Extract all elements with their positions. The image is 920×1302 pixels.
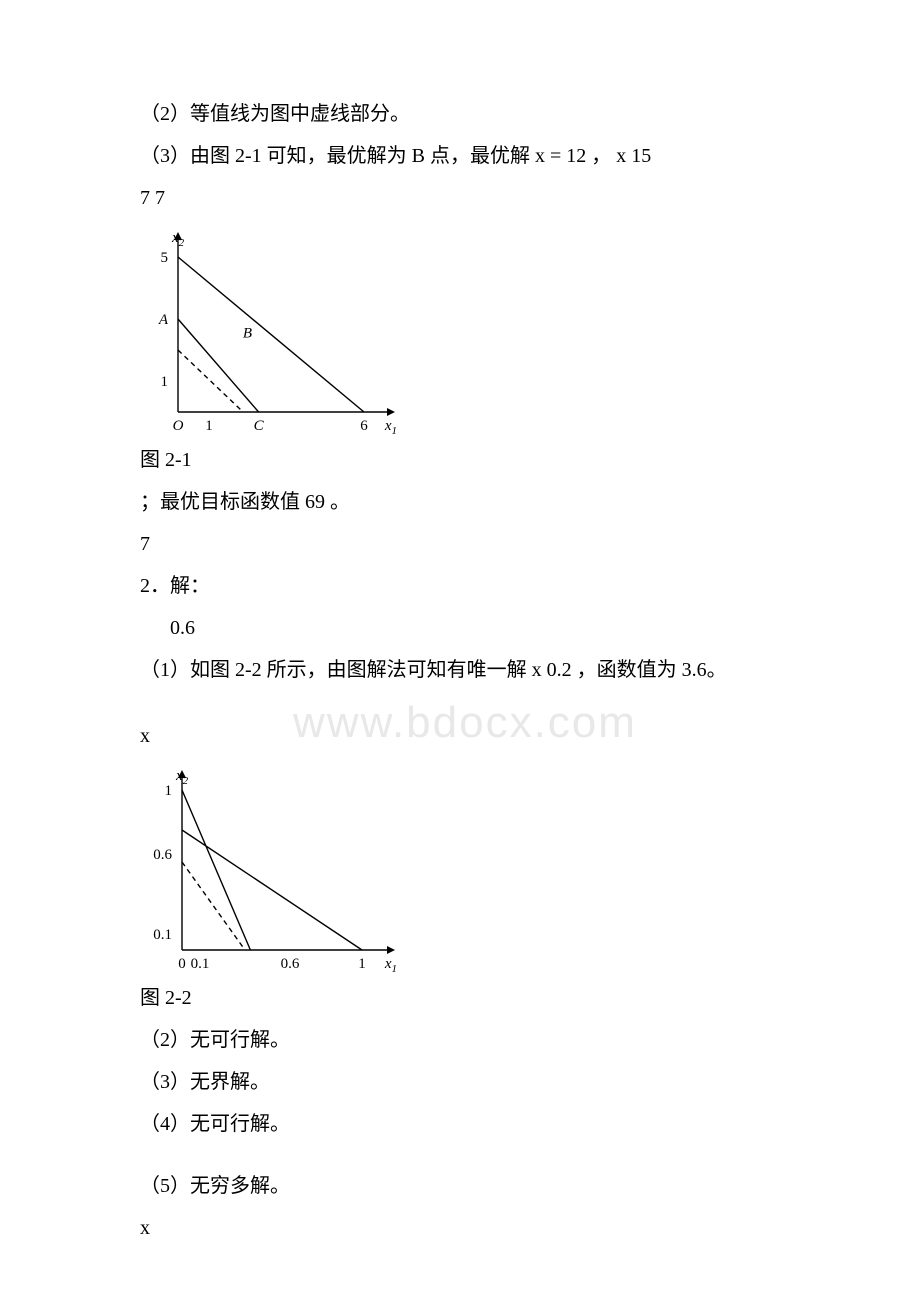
svg-text:0.1: 0.1 — [191, 956, 210, 972]
figure-2-1: 1 5 A O 1 6 C Bx2 x1 — [140, 226, 790, 436]
svg-text:C: C — [254, 418, 265, 434]
svg-text:1: 1 — [205, 418, 213, 434]
para-9: x — [140, 722, 790, 750]
para-7: 0.6 — [170, 614, 790, 642]
svg-text:A: A — [158, 312, 169, 328]
para-10: （2）无可行解。 — [140, 1026, 790, 1054]
svg-text:1: 1 — [165, 783, 173, 799]
svg-text:0.6: 0.6 — [153, 847, 172, 863]
para-11: （3）无界解。 — [140, 1068, 790, 1096]
para-3b: 7 7 — [140, 184, 790, 212]
para-8: （1）如图 2-2 所示，由图解法可知有唯一解 x 0.2 ，函数值为 3.6。 — [140, 656, 790, 684]
para-12: （4）无可行解。 — [140, 1110, 790, 1138]
fig1-caption: 图 2-1 — [140, 446, 790, 474]
svg-text:5: 5 — [161, 250, 169, 266]
svg-text:O: O — [173, 418, 184, 434]
para-4: ；最优目标函数值 69 。 — [140, 488, 790, 516]
svg-text:0: 0 — [178, 956, 186, 972]
fig2-caption: 图 2-2 — [140, 984, 790, 1012]
svg-text:6: 6 — [360, 418, 368, 434]
para-5: 7 — [140, 530, 790, 558]
svg-text:1: 1 — [358, 956, 366, 972]
figure-2-2: 0.10.6100.10.61x2x1 — [140, 764, 790, 974]
para-3: （3）由图 2-1 可知，最优解为 B 点，最优解 x = 12 ， x 15 — [140, 142, 790, 170]
svg-text:x1: x1 — [384, 418, 397, 436]
para-14: x — [140, 1214, 790, 1242]
svg-text:0.1: 0.1 — [153, 927, 172, 943]
svg-text:x1: x1 — [384, 956, 397, 974]
svg-text:B: B — [243, 326, 252, 342]
svg-text:0.6: 0.6 — [281, 956, 300, 972]
svg-text:x2: x2 — [171, 230, 185, 249]
svg-text:x2: x2 — [175, 768, 189, 787]
para-6: 2．解： — [140, 572, 790, 600]
para-13: （5）无穷多解。 — [140, 1172, 790, 1200]
para-2: （2）等值线为图中虚线部分。 — [140, 100, 790, 128]
svg-text:1: 1 — [161, 374, 169, 390]
